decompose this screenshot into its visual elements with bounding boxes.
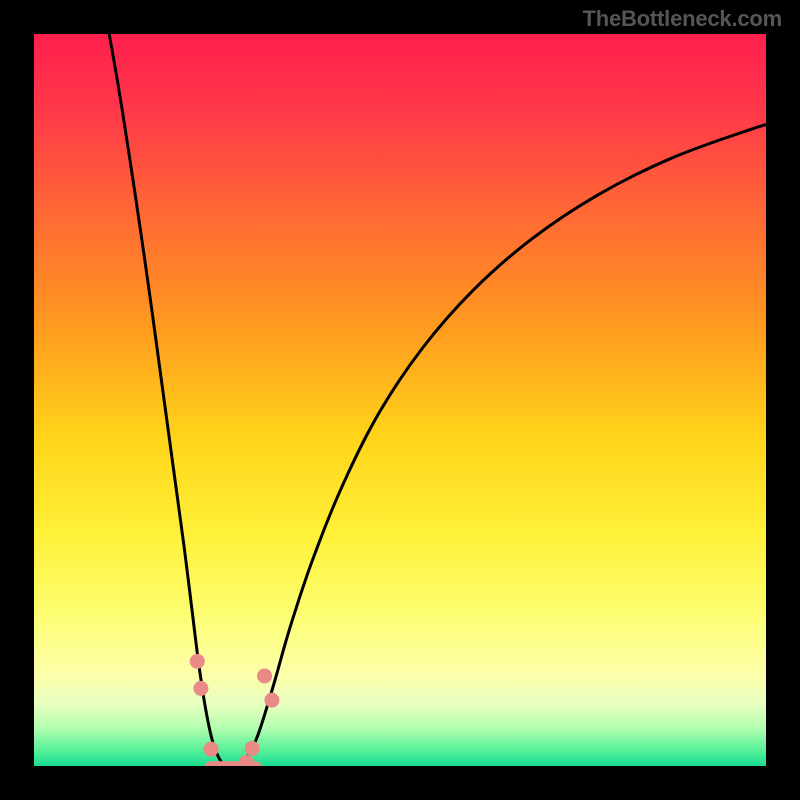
curve-marker (190, 654, 204, 668)
curve-marker (265, 693, 279, 707)
curve-marker (258, 669, 272, 683)
curve-marker (194, 681, 208, 695)
chart-frame: TheBottleneck.com (0, 0, 800, 800)
chart-background-gradient (34, 34, 766, 766)
curve-marker (245, 741, 259, 755)
curve-marker (204, 742, 218, 756)
bottleneck-chart (0, 0, 800, 800)
